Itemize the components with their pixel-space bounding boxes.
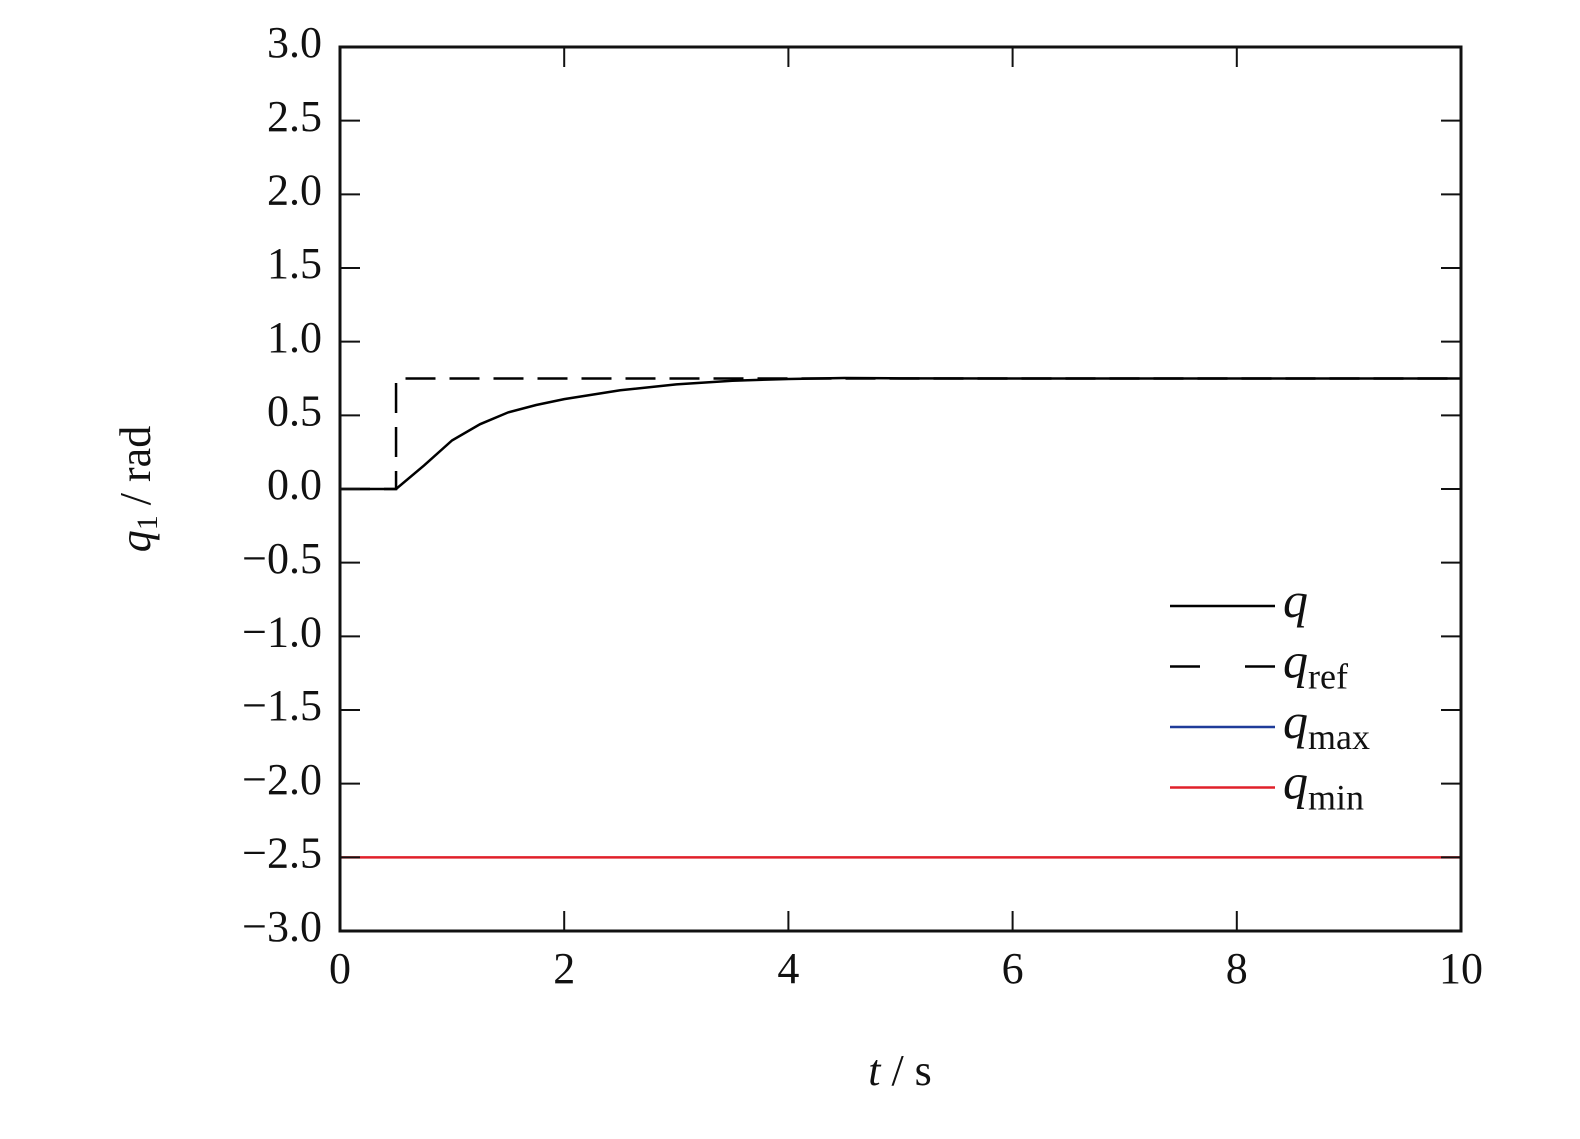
series-line [340,376,1461,491]
legend-label: qmin [1283,754,1364,818]
legend-sub: ref [1308,657,1348,697]
y-tick-label: 0.5 [267,386,322,435]
y-tick-label: −1.0 [242,607,322,656]
x-tick-label: 4 [777,944,799,993]
y-tick-label: −1.5 [242,681,322,730]
x-tick-label: 10 [1439,944,1483,993]
y-axis-unit: / rad [111,426,160,505]
x-tick-label: 8 [1226,944,1248,993]
series-line [340,377,1461,491]
x-tick-label: 2 [553,944,575,993]
y-tick-label: 2.0 [267,165,322,214]
legend-name: q [1283,572,1308,628]
legend-label: q [1283,572,1308,628]
y-axis-label: q1 / rad [111,426,164,552]
y-tick-label: −2.0 [242,755,322,804]
legend-label: qmax [1283,693,1370,757]
y-tick-label: 1.5 [267,239,322,288]
legend-label: qref [1283,633,1348,697]
plot-frame [338,45,1463,933]
legend-sub: min [1308,778,1364,818]
x-axis-unit: / s [891,1046,931,1095]
x-tick-label: 6 [1002,944,1024,993]
legend-name: q [1283,633,1308,689]
y-tick-label: 3.0 [267,18,322,67]
y-axis-sub: 1 [131,515,164,530]
y-tick-label: −3.0 [242,902,322,951]
x-axis-var: t [868,1046,882,1095]
y-tick-label: −2.5 [242,828,322,877]
legend-name: q [1283,693,1308,749]
legend-sub: max [1308,717,1370,757]
x-axis-label: t / s [868,1046,932,1095]
x-tick-label: 0 [329,944,351,993]
y-tick-label: −0.5 [242,534,322,583]
y-axis-var: q [111,530,160,552]
y-tick-label: 2.5 [267,92,322,141]
y-tick-label: 0.0 [267,460,322,509]
y-tick-label: 1.0 [267,313,322,362]
legend-name: q [1283,754,1308,810]
